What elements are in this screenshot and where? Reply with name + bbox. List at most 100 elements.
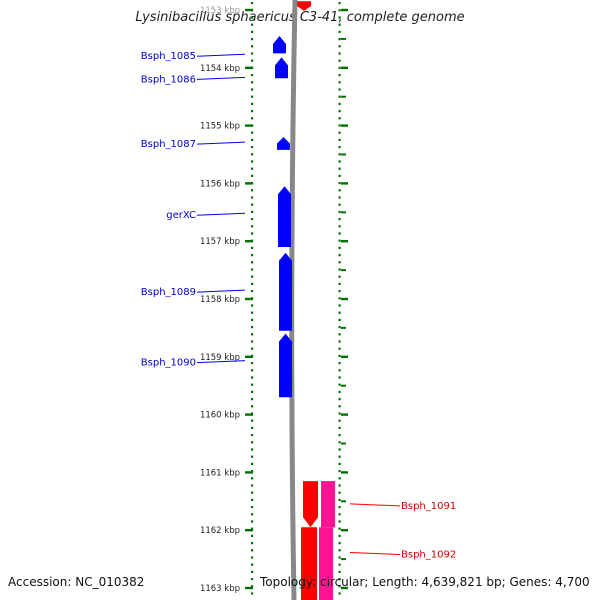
scale-tick-label: 1157 kbp [200, 237, 240, 247]
scale-dot [338, 477, 341, 480]
scale-dot [251, 88, 254, 91]
scale-minor-tick [341, 211, 346, 214]
scale-dot [251, 592, 254, 595]
scale-dot [338, 16, 341, 19]
scale-dot [251, 477, 254, 480]
scale-tick-right [341, 297, 348, 301]
scale-dot [338, 138, 341, 141]
scale-tick-left [245, 529, 253, 532]
gene-label-leader [196, 289, 246, 293]
scale-dot [251, 131, 254, 134]
reverse-gene-fragment [297, 1, 311, 11]
scale-dot [338, 38, 341, 41]
scale-dot [251, 167, 254, 170]
reverse-gene-body [319, 527, 333, 600]
scale-tick-left [245, 355, 253, 358]
scale-dot [338, 304, 341, 307]
scale-dot [338, 390, 341, 393]
scale-tick-left [245, 182, 253, 185]
scale-tick-right [341, 66, 348, 69]
scale-dot [251, 254, 254, 257]
scale-dot [251, 405, 254, 408]
scale-dot [338, 383, 341, 386]
scale-dot [338, 534, 341, 537]
scale-dot [251, 426, 254, 429]
scale-dot [338, 398, 341, 401]
scale-dot [338, 426, 341, 429]
scale-tick-left [245, 8, 253, 12]
gene-label: Bsph_1085 [141, 51, 196, 62]
scale-tick-right [341, 413, 348, 416]
scale-dot [338, 210, 341, 213]
scale-dot [251, 189, 254, 192]
scale-dot [338, 189, 341, 192]
scale-dot [251, 174, 254, 177]
scale-dot [338, 563, 341, 566]
scale-dot [251, 498, 254, 501]
scale-dot [338, 239, 341, 242]
map-title: Lysinibacillus sphaericus C3-41, complet… [135, 10, 465, 25]
scale-dot [338, 326, 341, 329]
scale-dot [338, 246, 341, 249]
scale-dot [338, 297, 341, 300]
scale-dot [338, 74, 341, 77]
scale-dot [338, 491, 341, 494]
scale-dot [251, 419, 254, 422]
forward-gene-arrow [279, 333, 292, 398]
scale-dot [338, 520, 341, 523]
scale-dot [251, 470, 254, 473]
scale-tick-label: 1160 kbp [200, 411, 240, 421]
scale-dot [338, 66, 341, 69]
scale-dot [251, 138, 254, 141]
scale-minor-tick [341, 269, 346, 272]
scale-dot [338, 124, 341, 127]
scale-dot [338, 419, 341, 422]
scale-dot [251, 383, 254, 386]
scale-dot [251, 434, 254, 437]
scale-dot [251, 549, 254, 552]
scale-dot [251, 261, 254, 264]
scale-dot [251, 534, 254, 537]
scale-dot [251, 390, 254, 393]
scale-dot [251, 225, 254, 228]
scale-tick-label: 1161 kbp [200, 468, 240, 478]
forward-gene-arrow [277, 137, 290, 150]
scale-dot [338, 88, 341, 91]
scale-dot [338, 434, 341, 437]
scale-dot [338, 23, 341, 26]
scale-dot [338, 290, 341, 293]
scale-minor-tick [341, 95, 346, 98]
gene-label: Bsph_1087 [141, 139, 196, 150]
forward-gene-arrow [279, 252, 292, 331]
scale-minor-tick [341, 384, 346, 387]
scale-tick-label: 1156 kbp [200, 179, 240, 189]
scale-dot [338, 570, 341, 573]
gene-label: Bsph_1090 [141, 358, 196, 369]
scale-dot [338, 506, 341, 509]
scale-minor-tick [341, 37, 346, 40]
gene-label-leader [349, 503, 401, 507]
scale-dot [251, 326, 254, 329]
scale-tick-left [245, 471, 253, 474]
scale-tick-label: 1162 kbp [200, 526, 240, 536]
reverse-gene-arrow [301, 527, 317, 600]
scale-dot [338, 455, 341, 458]
scale-dot [251, 340, 254, 343]
scale-tick-label: 1158 kbp [200, 295, 240, 305]
scale-dot [338, 542, 341, 545]
scale-dot [251, 542, 254, 545]
scale-dot [251, 59, 254, 62]
scale-dot [338, 225, 341, 228]
scale-dot [251, 506, 254, 509]
scale-dot [338, 318, 341, 321]
scale-dot [251, 102, 254, 105]
scale-tick-right [341, 124, 348, 127]
scale-dot [251, 513, 254, 516]
scale-dot [251, 290, 254, 293]
scale-dot [338, 340, 341, 343]
scale-dot [338, 261, 341, 264]
scale-dot [251, 2, 254, 5]
scale-dot [338, 498, 341, 501]
scale-dot [251, 218, 254, 221]
